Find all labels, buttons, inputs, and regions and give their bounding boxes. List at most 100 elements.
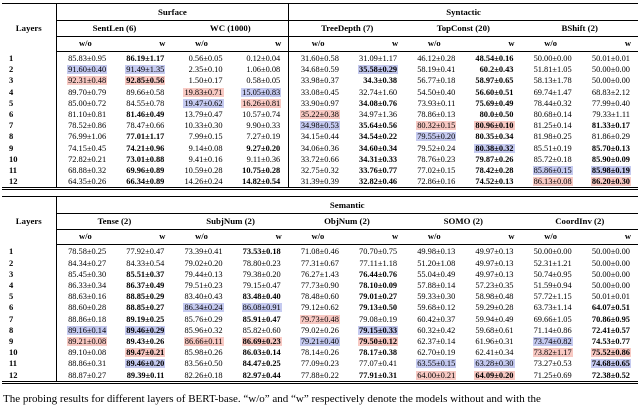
value-cell: 78.44±0.32 [522, 98, 580, 109]
score-value: 75.69±0.49 [475, 98, 514, 108]
without-setting-header: w/o [405, 229, 464, 245]
score-value: 0.56±0.05 [188, 54, 223, 63]
score-value: 57.88±0.14 [417, 281, 456, 291]
score-value: 88.85±0.29 [126, 292, 165, 302]
score-value: 56.77±0.18 [417, 76, 456, 86]
value-cell: 19.83±0.71 [172, 87, 230, 98]
score-value: 50.00±0.00 [591, 258, 630, 268]
score-value: 78.14±0.26 [300, 348, 339, 358]
value-cell: 7.27±0.19 [231, 131, 289, 142]
value-cell: 86.03±0.14 [231, 347, 289, 358]
table-row: 8 76.99±1.06 77.01±1.17 7.99±0.15 7.27±0.19 3… [2, 131, 638, 143]
score-value: 78.42±0.28 [475, 166, 514, 176]
value-cell: 78.86±0.13 [405, 109, 463, 120]
value-cell: 85.70±0.13 [580, 143, 638, 154]
score-value: 75.52±0.86 [590, 348, 631, 358]
value-cell: 85.51±0.37 [114, 269, 172, 280]
value-cell: 31.60±0.58 [288, 51, 347, 65]
value-cell: 59.94±0.49 [463, 314, 521, 325]
score-value: 85.96±0.32 [184, 325, 223, 335]
score-value: 77.88±0.22 [300, 370, 339, 380]
value-cell: 78.14±0.26 [289, 347, 347, 358]
value-cell: 77.02±0.15 [405, 165, 463, 176]
value-cell: 88.85±0.27 [114, 302, 172, 313]
score-value: 51.59±0.94 [533, 281, 572, 291]
value-cell: 77.73±0.90 [289, 280, 347, 291]
score-value: 58.19±0.41 [417, 65, 456, 75]
value-cell: 49.97±0.13 [463, 269, 521, 280]
score-value: 80.96±0.10 [474, 121, 515, 131]
value-cell: 74.21±0.96 [114, 143, 172, 154]
score-value: 33.90±0.97 [300, 98, 339, 108]
value-cell: 79.87±0.26 [463, 154, 521, 165]
score-value: 50.00±0.00 [533, 247, 572, 257]
score-value: 89.70±0.79 [68, 87, 107, 97]
value-cell: 78.52±0.86 [56, 120, 114, 131]
score-value: 88.63±0.16 [68, 292, 107, 302]
value-cell: 89.47±0.21 [114, 347, 172, 358]
layer-number-cell: 5 [2, 97, 57, 110]
score-value: 77.99±0.40 [591, 98, 630, 108]
value-cell: 80.96±0.10 [463, 120, 521, 131]
score-value: 2.35±0.10 [188, 65, 223, 75]
value-cell: 79.52±0.24 [405, 143, 463, 154]
value-cell: 58.13±1.78 [522, 75, 580, 86]
value-cell: 75.69±0.49 [463, 98, 521, 109]
value-cell: 50.00±0.00 [522, 244, 580, 257]
score-value: 68.88±0.32 [68, 166, 107, 176]
value-cell: 80.0±0.50 [463, 109, 521, 120]
value-cell: 84.55±0.78 [114, 98, 172, 109]
score-value: 89.16±0.14 [67, 325, 108, 335]
score-value: 78.86±0.13 [417, 110, 456, 120]
value-cell: 81.25±0.14 [522, 120, 580, 131]
score-value: 50.00±0.00 [591, 281, 630, 291]
value-cell: 72.38±0.52 [580, 370, 638, 383]
score-value: 10.57±0.74 [242, 110, 281, 120]
score-value: 89.47±0.21 [125, 348, 166, 358]
score-value: 10.33±0.30 [184, 121, 223, 131]
score-value: 51.81±1.05 [533, 65, 572, 75]
score-value: 35.22±0.38 [299, 110, 340, 120]
score-value: 78.48±0.60 [300, 292, 339, 302]
value-cell: 72.82±0.21 [56, 154, 114, 165]
layer-number-cell: 3 [2, 75, 57, 87]
score-value: 91.49±1.35 [125, 65, 166, 75]
value-cell: 82.97±0.44 [231, 370, 289, 383]
value-cell: 83.56±0.50 [172, 358, 230, 369]
value-cell: 85.86±0.15 [522, 165, 580, 176]
layer-number-cell: 12 [2, 176, 57, 189]
score-value: 50.01±0.01 [591, 292, 630, 302]
category-header: Surface [56, 3, 289, 21]
value-cell: 73.53±0.18 [231, 244, 289, 257]
score-value: 85.72±0.18 [533, 154, 572, 164]
value-cell: 86.37±0.49 [114, 280, 172, 291]
score-value: 56.60±0.51 [475, 87, 514, 97]
value-cell: 76.44±0.76 [347, 269, 405, 280]
score-value: 86.69±0.23 [241, 337, 282, 347]
value-cell: 77.92±0.47 [114, 244, 172, 257]
score-value: 73.27±0.53 [533, 359, 572, 369]
score-value: 81.46±0.49 [126, 110, 165, 120]
score-value: 84.47±0.25 [242, 359, 281, 369]
score-value: 69.66±1.05 [533, 314, 572, 324]
score-value: 0.58±0.05 [246, 76, 281, 86]
value-cell: 10.57±0.74 [231, 109, 289, 120]
score-value: 33.08±0.45 [300, 87, 339, 97]
value-cell: 77.09±0.23 [289, 358, 347, 369]
value-cell: 86.13±0.08 [522, 176, 580, 189]
score-value: 60.2±0.43 [479, 65, 514, 75]
score-value: 78.17±0.38 [359, 348, 398, 358]
task-header: CoordInv (2) [521, 213, 638, 230]
layer-number-cell: 6 [2, 109, 57, 121]
task-header: SentLen (6) [56, 20, 173, 37]
score-value: 63.55±0.15 [416, 359, 457, 369]
table-row: 4 89.70±0.79 89.66±0.58 19.83±0.71 15.05±0.8… [2, 86, 638, 98]
score-value: 78.47±0.66 [126, 121, 165, 131]
value-cell: 73.82±1.17 [522, 347, 580, 358]
score-value: 57.23±0.35 [475, 281, 514, 291]
value-cell: 50.01±0.01 [580, 291, 638, 302]
score-value: 49.98±0.13 [417, 247, 456, 257]
table-row: 11 88.86±0.31 89.46±0.20 83.56±0.50 84.47±0.… [2, 358, 638, 370]
table-row: 9 89.21±0.08 89.43±0.26 86.66±0.11 86.69±0.2… [2, 336, 638, 348]
table-row: 7 88.86±0.18 89.19±0.25 85.76±0.29 85.91±0.4… [2, 313, 638, 325]
